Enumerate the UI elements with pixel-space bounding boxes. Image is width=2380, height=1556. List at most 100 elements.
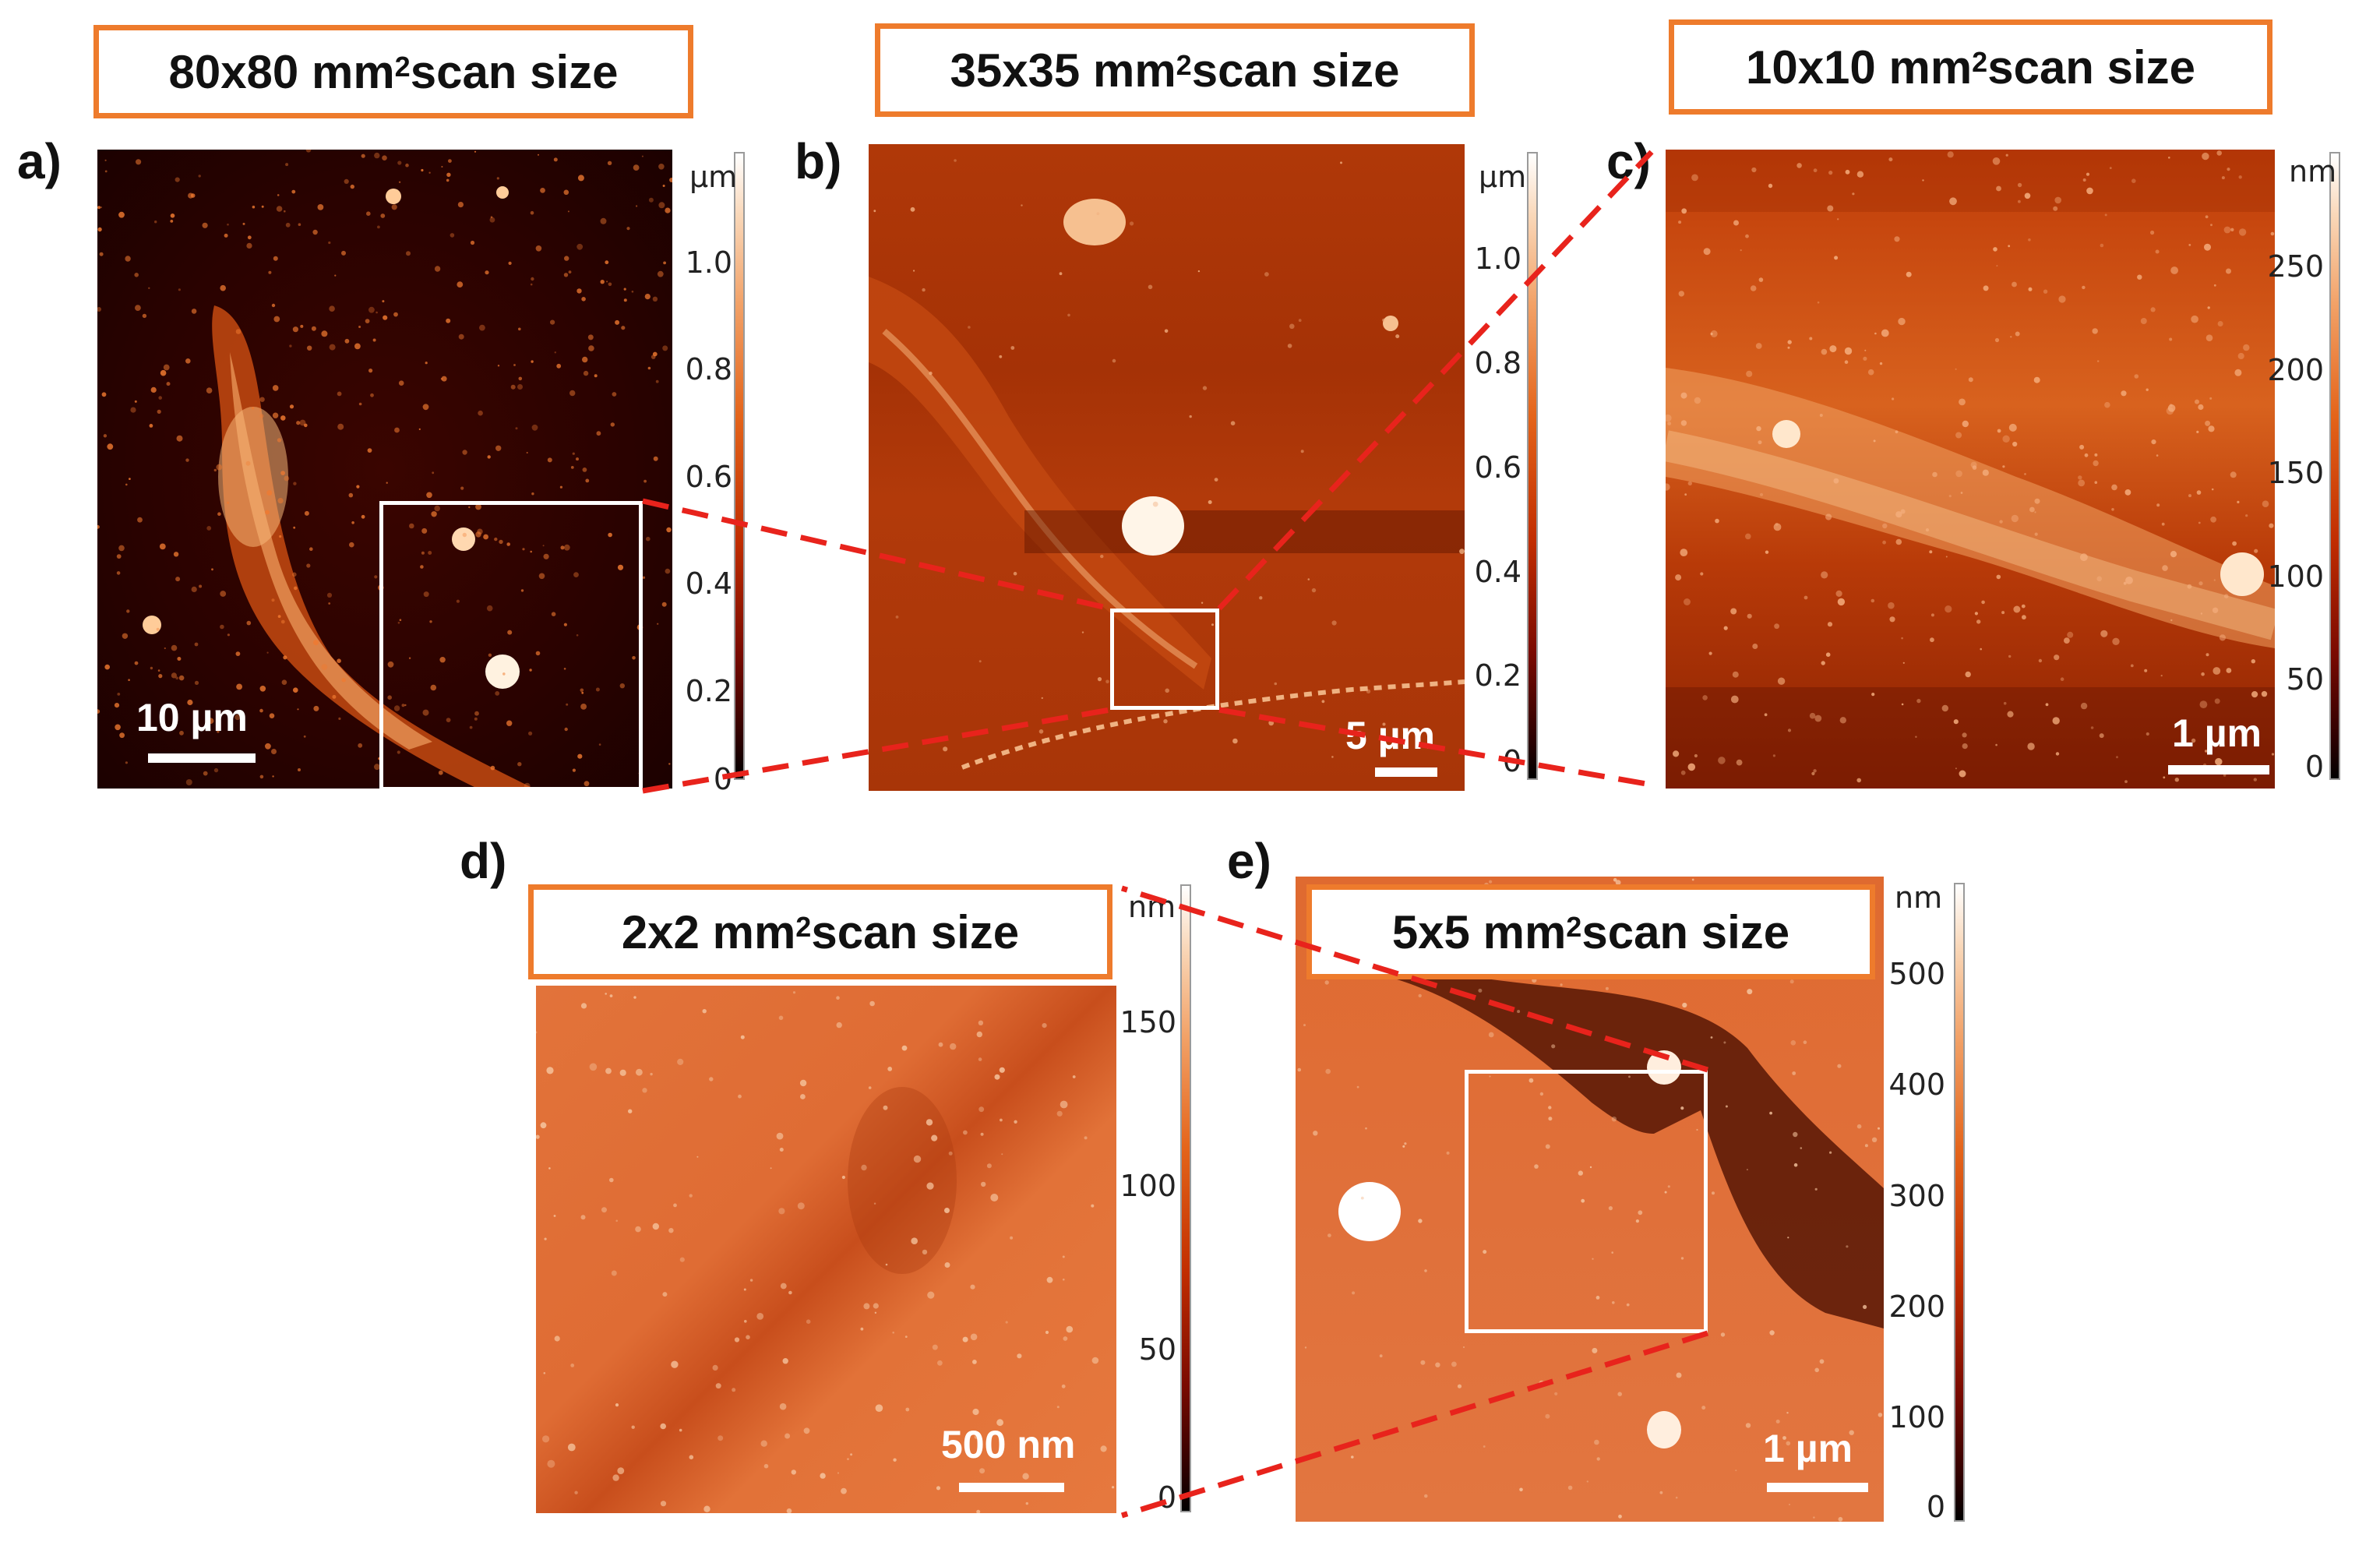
texture-speck	[125, 256, 131, 262]
texture-speck	[474, 150, 477, 153]
texture-speck	[1901, 703, 1904, 706]
panel-d-colorbar	[1180, 884, 1191, 1512]
texture-speck	[2166, 407, 2174, 415]
texture-speck	[1005, 1321, 1008, 1324]
texture-speck	[356, 485, 360, 489]
texture-speck	[1611, 1117, 1617, 1122]
texture-speck	[245, 460, 251, 466]
texture-speck	[126, 609, 130, 613]
texture-speck	[2205, 653, 2209, 657]
texture-speck	[1901, 637, 1903, 640]
texture-speck	[344, 178, 349, 184]
texture-speck	[887, 1067, 893, 1071]
texture-speck	[246, 620, 252, 626]
texture-speck	[421, 551, 425, 555]
texture-speck	[285, 163, 289, 167]
texture-speck	[1864, 1144, 1868, 1148]
texture-speck	[259, 708, 263, 713]
texture-speck	[2100, 243, 2104, 248]
texture-speck	[577, 175, 584, 182]
texture-speck	[460, 486, 464, 490]
texture-speck	[213, 468, 217, 472]
texture-speck	[1895, 511, 1902, 518]
texture-speck	[213, 767, 219, 773]
texture-speck	[358, 402, 362, 406]
texture-speck	[1723, 626, 1728, 630]
texture-speck	[543, 1372, 546, 1374]
texture-speck	[2243, 344, 2250, 351]
texture-speck	[2160, 675, 2163, 677]
texture-speck	[2237, 352, 2244, 360]
texture-speck	[1112, 358, 1116, 363]
texture-speck	[1732, 671, 1739, 678]
texture-speck	[2008, 655, 2012, 658]
texture-speck	[2146, 388, 2149, 391]
texture-speck	[788, 1290, 792, 1295]
texture-speck	[2212, 607, 2219, 613]
texture-speck	[175, 676, 179, 680]
texture-speck	[905, 1407, 910, 1412]
texture-speck	[563, 668, 566, 670]
texture-speck	[631, 1425, 635, 1429]
texture-speck	[2213, 284, 2216, 287]
panel-b-colorbar	[1527, 152, 1538, 780]
texture-speck	[1684, 598, 1691, 605]
texture-speck	[178, 675, 185, 681]
texture-speck	[404, 704, 407, 707]
texture-speck	[1360, 1196, 1364, 1200]
texture-speck	[1881, 329, 1889, 337]
texture-speck	[979, 1468, 985, 1474]
texture-speck	[1962, 743, 1968, 750]
texture-speck	[1849, 1430, 1854, 1435]
texture-speck	[1022, 1473, 1029, 1480]
texture-speck	[657, 623, 659, 625]
texture-speck	[2204, 243, 2211, 251]
texture-speck	[1775, 1419, 1780, 1424]
texture-speck	[431, 511, 437, 517]
texture-speck	[1061, 1384, 1066, 1388]
texture-speck	[361, 514, 365, 519]
texture-speck	[782, 1358, 788, 1364]
texture-speck	[1873, 439, 1876, 443]
texture-speck	[2245, 514, 2248, 517]
texture-speck	[1856, 778, 1861, 783]
texture-speck	[1638, 1210, 1643, 1216]
texture-speck	[1755, 343, 1762, 349]
texture-speck	[780, 1283, 787, 1290]
texture-speck	[1680, 1106, 1684, 1110]
texture-speck	[1715, 518, 1719, 524]
texture-speck	[1733, 220, 1739, 226]
texture-speck	[1941, 704, 1948, 712]
texture-speck	[283, 655, 287, 660]
texture-speck	[648, 197, 654, 203]
texture-speck	[653, 456, 658, 461]
texture-speck	[803, 1427, 810, 1434]
texture-speck	[1567, 1485, 1573, 1491]
texture-speck	[636, 205, 638, 207]
texture-speck	[679, 1428, 682, 1432]
panel-c-title: 10x10 mm 2 scan size	[1669, 19, 2272, 115]
texture-speck	[2167, 404, 2176, 412]
texture-speck	[703, 1505, 710, 1512]
texture-speck	[166, 382, 171, 386]
texture-speck	[1828, 171, 1833, 175]
texture-speck	[2053, 206, 2058, 211]
texture-speck	[187, 699, 193, 706]
texture-speck	[1725, 1105, 1728, 1108]
texture-speck	[581, 691, 584, 694]
texture-speck	[1091, 1204, 1095, 1208]
texture-speck	[836, 996, 840, 1000]
texture-speck	[2156, 503, 2160, 507]
texture-speck	[1096, 212, 1100, 216]
texture-speck	[926, 1182, 934, 1190]
texture-speck	[2028, 287, 2033, 291]
texture-speck	[1297, 1067, 1302, 1072]
texture-speck	[293, 687, 298, 693]
texture-speck	[567, 210, 569, 213]
texture-speck	[2226, 268, 2231, 274]
panel-a-title: 80x80 mm 2 scan size	[93, 25, 693, 118]
texture-speck	[2196, 430, 2199, 433]
panel-c-tick-4: 50	[2286, 662, 2324, 697]
texture-speck	[2163, 776, 2166, 779]
texture-speck	[543, 553, 549, 559]
